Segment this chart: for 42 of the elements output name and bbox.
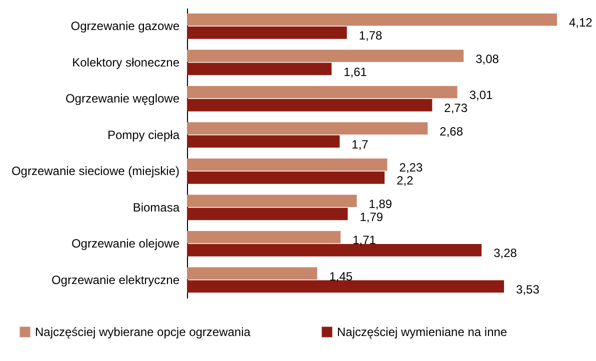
data-label: 1,78: [358, 28, 383, 43]
bar: [187, 98, 432, 112]
y-tick-label: Kolektory słoneczne: [72, 55, 180, 70]
bar: [187, 208, 348, 220]
y-tick-label: Ogrzewanie gazowe: [70, 19, 180, 34]
bar: [187, 194, 357, 208]
data-label: 1,7: [352, 137, 369, 152]
bar: [187, 280, 504, 293]
bar: [187, 26, 347, 39]
y-tick-label: Ogrzewanie sieciowe (miejskie): [11, 164, 180, 178]
data-label: 3,53: [516, 282, 540, 296]
bar: [187, 171, 385, 184]
bar: [187, 244, 482, 256]
data-label: 2,73: [444, 101, 468, 116]
data-label: 4,12: [569, 16, 593, 30]
data-label: 1,79: [360, 210, 384, 224]
legend-label: Najczęściej wybierane opcje ogrzewania: [35, 325, 251, 339]
data-label: 2,2: [396, 174, 414, 188]
data-label: 3,28: [494, 246, 518, 260]
bar: [187, 122, 428, 135]
bar: [187, 230, 341, 244]
data-label: 1,71: [352, 233, 376, 248]
y-tick-label: Ogrzewanie elektryczne: [51, 272, 180, 287]
legend-label: Najczęściej wymieniane na inne: [337, 325, 508, 339]
y-tick-label: Biomasa: [132, 200, 180, 214]
bar: [187, 267, 318, 280]
bar: [187, 62, 332, 76]
y-tick-label: Ogrzewanie olejowe: [71, 236, 180, 251]
y-tick-label: Pompy ciepła: [107, 128, 180, 142]
y-tick-label: Ogrzewanie węglowe: [65, 92, 180, 106]
data-label: 2,68: [440, 124, 464, 138]
bar: [187, 135, 340, 148]
data-label: 2,23: [399, 160, 423, 175]
data-label: 1,89: [368, 196, 392, 211]
data-label: 1,61: [344, 64, 368, 79]
data-label: 3,01: [469, 88, 493, 102]
bar: [187, 50, 464, 62]
bar: [187, 86, 458, 98]
bar: [187, 13, 557, 26]
data-label: 3,08: [476, 52, 500, 66]
bar: [187, 158, 388, 171]
data-label: 1,45: [329, 269, 353, 284]
